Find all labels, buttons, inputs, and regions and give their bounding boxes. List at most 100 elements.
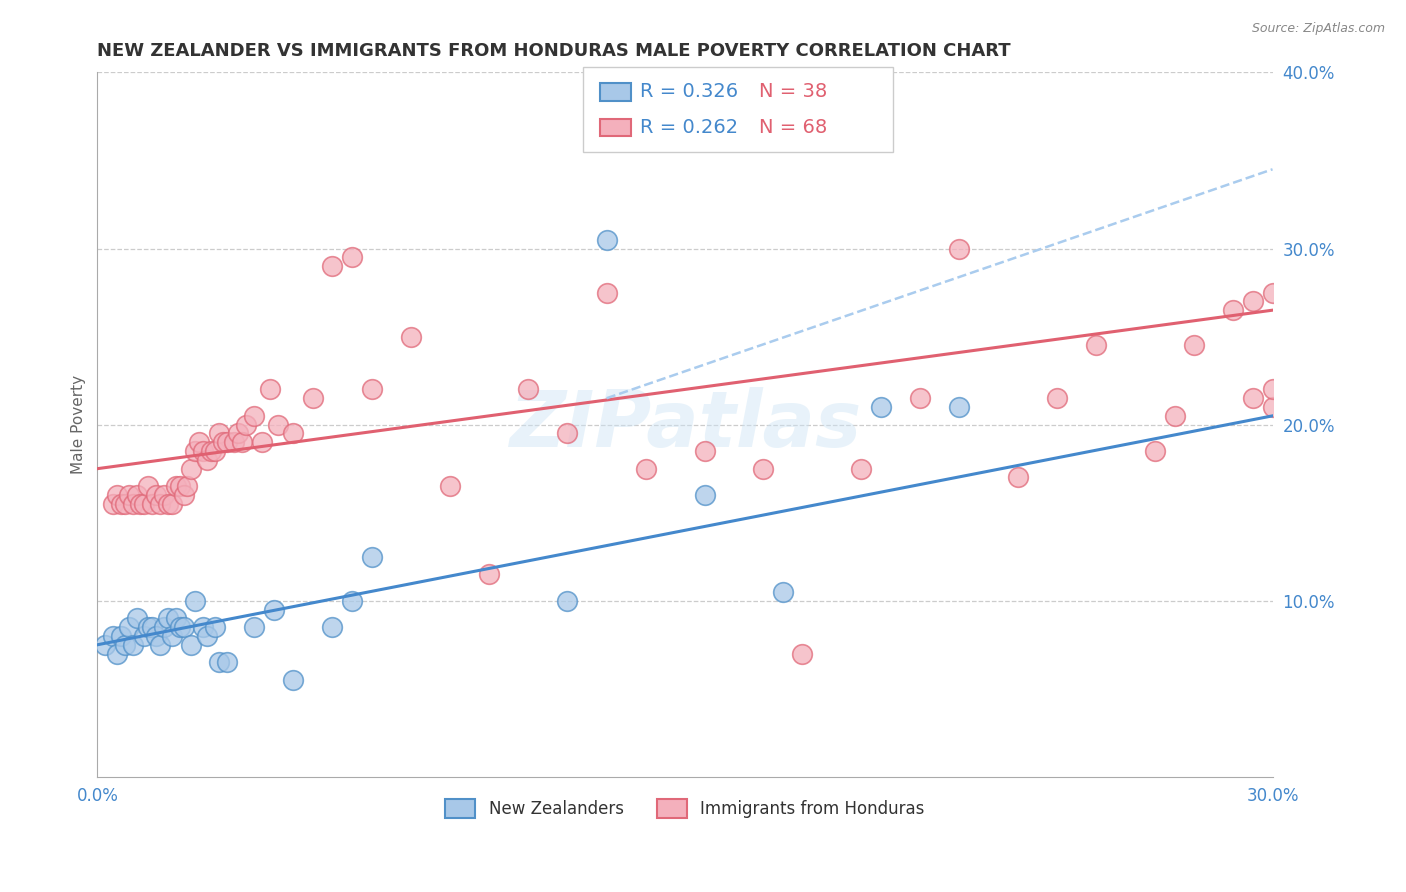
Point — [948, 242, 970, 256]
Point — [191, 620, 214, 634]
Point — [211, 435, 233, 450]
Point — [94, 638, 117, 652]
Point — [399, 329, 422, 343]
Point — [188, 435, 211, 450]
Point — [149, 638, 172, 652]
Point — [360, 549, 382, 564]
Point — [110, 629, 132, 643]
Point — [283, 426, 305, 441]
Point — [208, 426, 231, 441]
Point — [204, 620, 226, 634]
Point — [204, 444, 226, 458]
Point — [184, 593, 207, 607]
Point — [228, 426, 250, 441]
Point — [792, 647, 814, 661]
Y-axis label: Male Poverty: Male Poverty — [72, 375, 86, 475]
Point — [595, 233, 617, 247]
Point — [101, 629, 124, 643]
Point — [215, 435, 238, 450]
Point — [169, 479, 191, 493]
Point — [360, 383, 382, 397]
Point — [134, 497, 156, 511]
Point — [908, 391, 931, 405]
Point — [250, 435, 273, 450]
Point — [191, 444, 214, 458]
Point — [153, 488, 176, 502]
Point — [1046, 391, 1069, 405]
Point — [169, 620, 191, 634]
Point — [134, 629, 156, 643]
Point — [1007, 470, 1029, 484]
Point — [156, 611, 179, 625]
Point — [165, 479, 187, 493]
Point — [156, 497, 179, 511]
Text: ZIPatlas: ZIPatlas — [509, 386, 860, 463]
Point — [125, 488, 148, 502]
Point — [1222, 303, 1244, 318]
Point — [110, 497, 132, 511]
Point — [215, 656, 238, 670]
Point — [136, 479, 159, 493]
Point — [121, 497, 143, 511]
Point — [1241, 294, 1264, 309]
Point — [869, 400, 891, 414]
Point — [200, 444, 222, 458]
Point — [1261, 400, 1284, 414]
Point — [557, 593, 579, 607]
Point — [321, 620, 343, 634]
Point — [121, 638, 143, 652]
Point — [114, 497, 136, 511]
Point — [1085, 338, 1108, 352]
Point — [149, 497, 172, 511]
Text: NEW ZEALANDER VS IMMIGRANTS FROM HONDURAS MALE POVERTY CORRELATION CHART: NEW ZEALANDER VS IMMIGRANTS FROM HONDURA… — [97, 42, 1011, 60]
Text: R = 0.262: R = 0.262 — [640, 118, 738, 137]
Point — [266, 417, 288, 432]
Point — [772, 585, 794, 599]
Point — [693, 488, 716, 502]
Point — [1241, 391, 1264, 405]
Point — [208, 656, 231, 670]
Point — [180, 638, 202, 652]
Point — [693, 444, 716, 458]
Point — [195, 629, 218, 643]
Point — [136, 620, 159, 634]
Point — [160, 629, 183, 643]
Point — [283, 673, 305, 687]
Point — [1163, 409, 1185, 423]
Point — [160, 497, 183, 511]
Point — [141, 497, 163, 511]
Point — [105, 647, 128, 661]
Point — [165, 611, 187, 625]
Point — [231, 435, 253, 450]
Point — [118, 620, 141, 634]
Point — [243, 409, 266, 423]
Point — [321, 259, 343, 273]
Point — [184, 444, 207, 458]
Point — [153, 620, 176, 634]
Point — [180, 461, 202, 475]
Point — [129, 497, 152, 511]
Point — [235, 417, 257, 432]
Point — [1143, 444, 1166, 458]
Point — [340, 593, 363, 607]
Point — [948, 400, 970, 414]
Point — [125, 611, 148, 625]
Point — [141, 620, 163, 634]
Point — [478, 567, 501, 582]
Point — [259, 383, 281, 397]
Point — [301, 391, 323, 405]
Point — [634, 461, 657, 475]
Point — [595, 285, 617, 300]
Point — [145, 488, 167, 502]
Point — [176, 479, 198, 493]
Text: Source: ZipAtlas.com: Source: ZipAtlas.com — [1251, 22, 1385, 36]
Point — [340, 251, 363, 265]
Point — [145, 629, 167, 643]
Point — [243, 620, 266, 634]
Legend: New Zealanders, Immigrants from Honduras: New Zealanders, Immigrants from Honduras — [439, 792, 931, 825]
Point — [173, 620, 195, 634]
Point — [752, 461, 775, 475]
Point — [851, 461, 873, 475]
Point — [118, 488, 141, 502]
Point — [224, 435, 246, 450]
